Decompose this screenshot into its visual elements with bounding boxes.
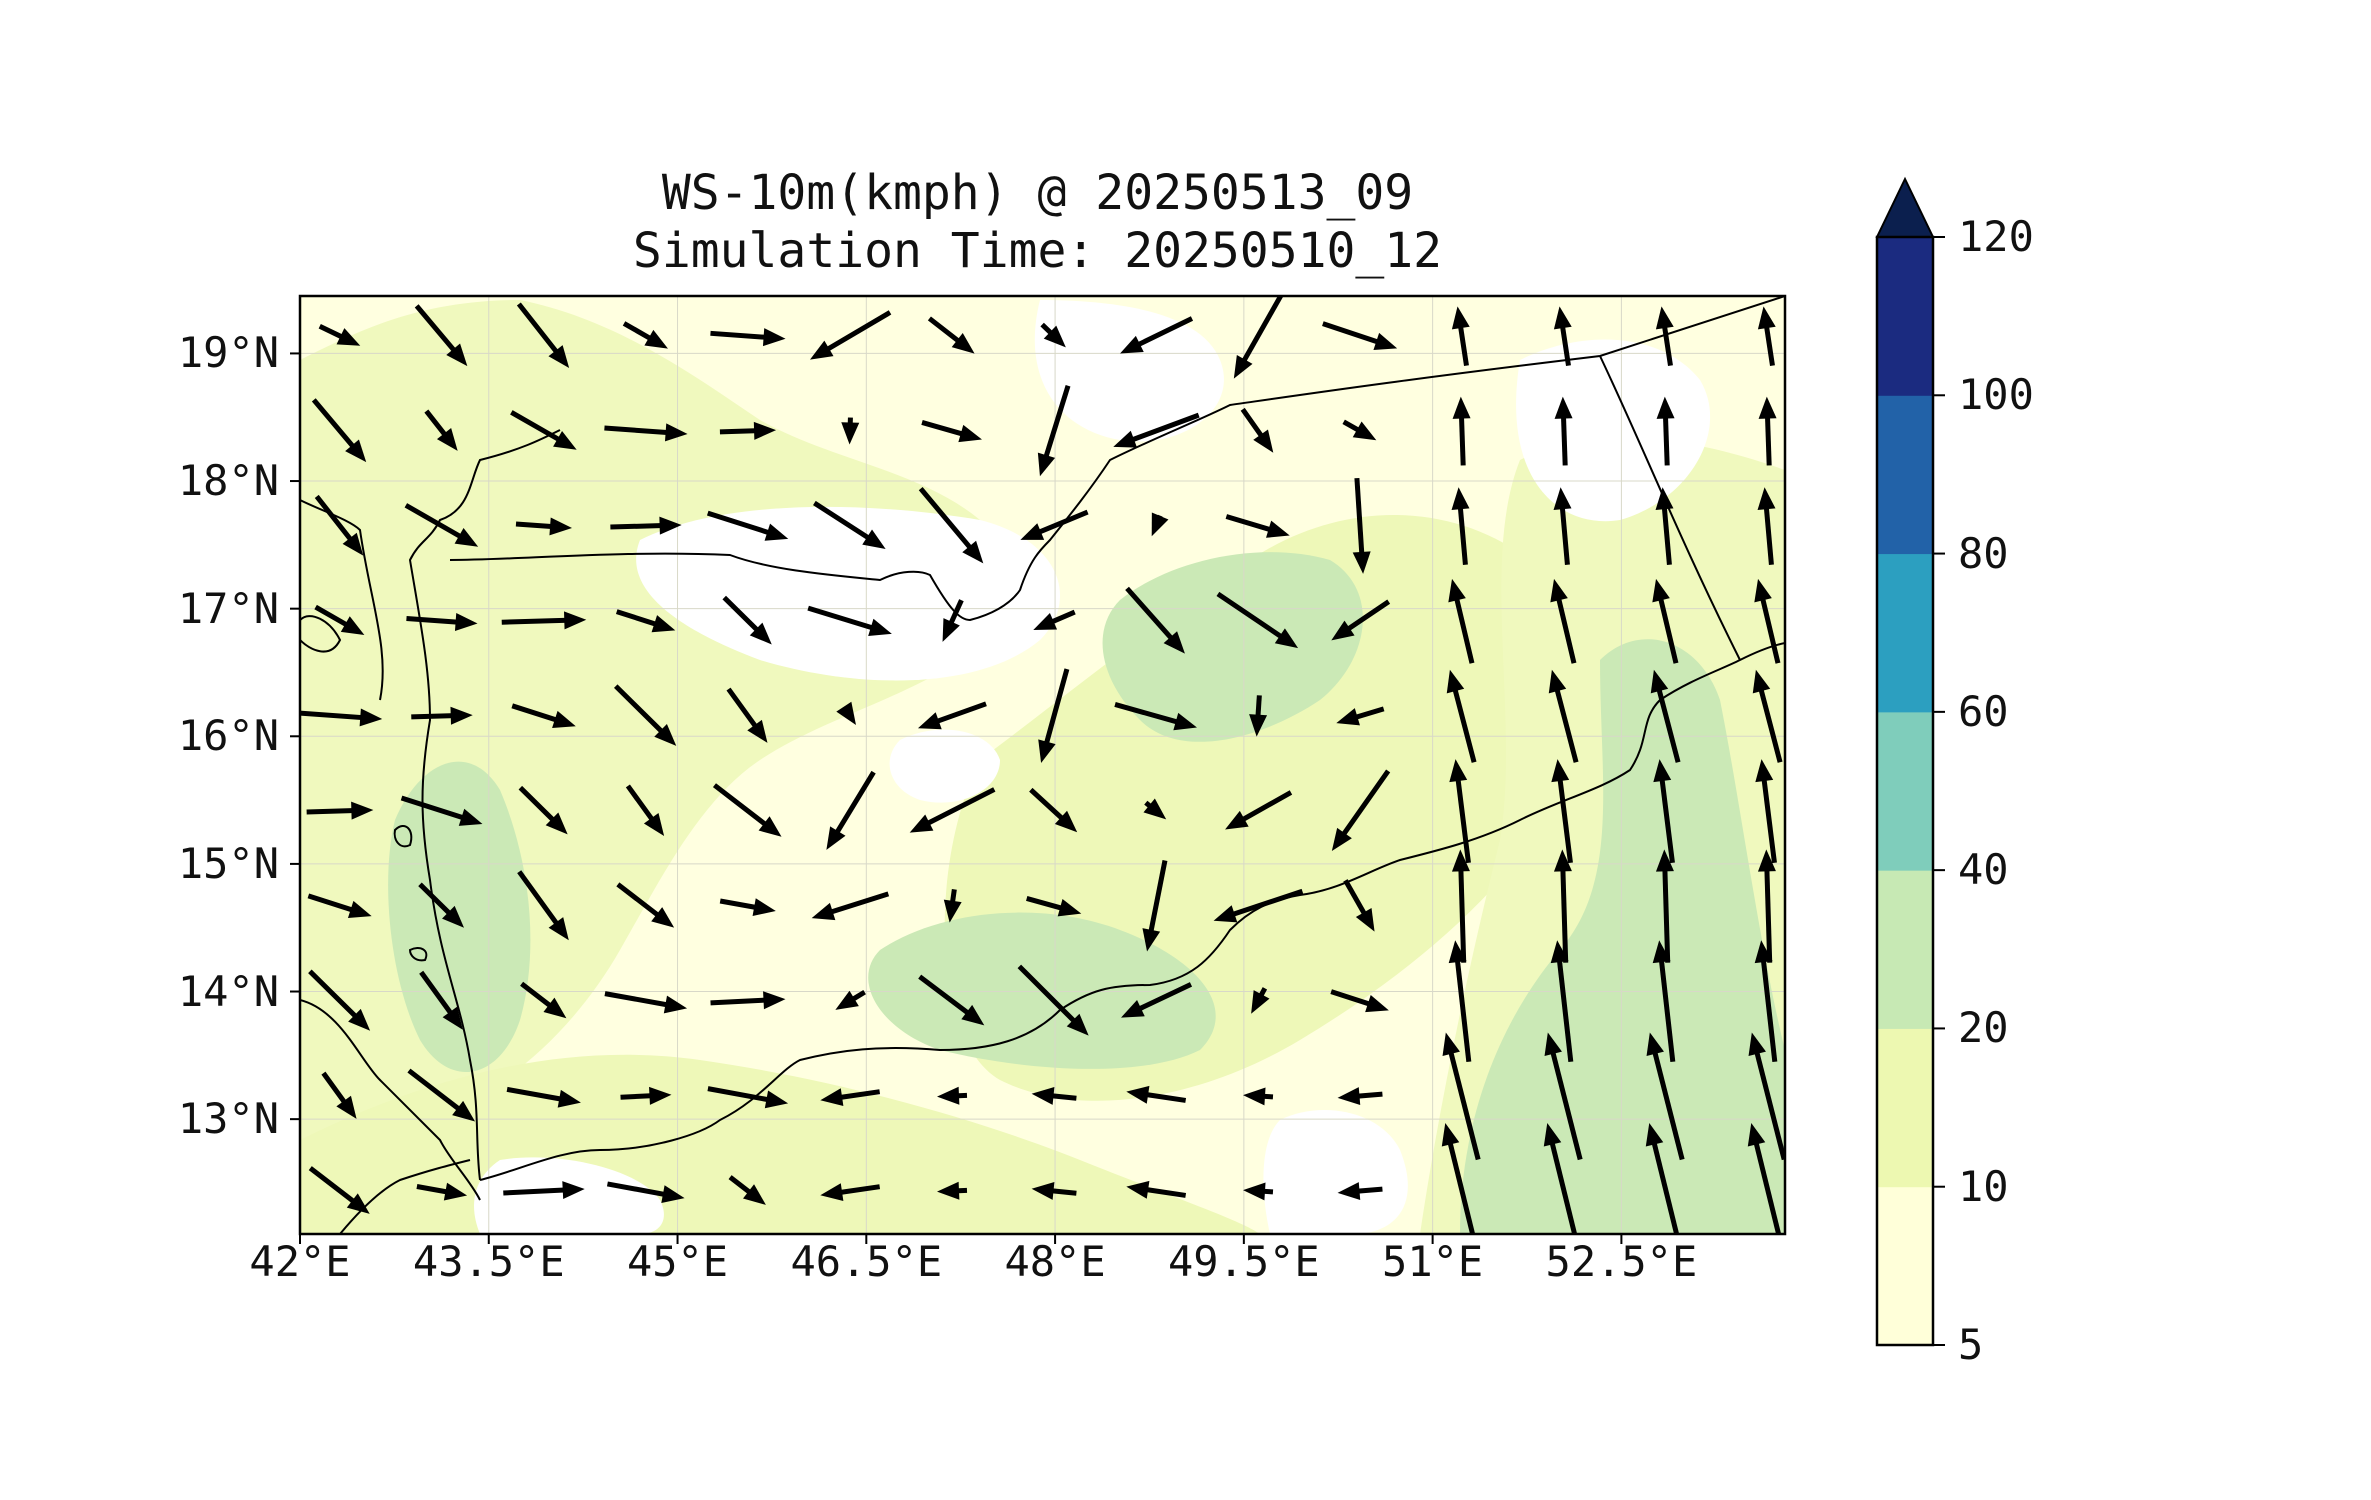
x-tick-label: 51°E <box>1382 1240 1483 1284</box>
colorbar-label: 60 <box>1958 690 2009 734</box>
colorbar <box>1877 179 1945 1346</box>
colorbar-label: 10 <box>1958 1165 2009 1209</box>
y-tick-label: 16°N <box>178 714 279 758</box>
y-tick-label: 19°N <box>178 331 279 375</box>
colorbar-label: 100 <box>1958 373 2034 417</box>
colorbar-label: 80 <box>1958 532 2009 576</box>
x-tick-label: 48°E <box>1005 1240 1106 1284</box>
y-tick-label: 17°N <box>178 587 279 631</box>
map-plot-area <box>298 293 1785 1259</box>
colorbar-label: 20 <box>1958 1006 2009 1050</box>
y-tick-label: 14°N <box>178 970 279 1014</box>
y-tick-label: 15°N <box>178 842 279 886</box>
y-tick-label: 13°N <box>178 1097 279 1141</box>
colorbar-label: 40 <box>1958 848 2009 892</box>
colorbar-label: 120 <box>1958 215 2034 259</box>
x-tick-label: 42°E <box>249 1240 350 1284</box>
colorbar-segment <box>1877 712 1933 871</box>
x-tick-label: 45°E <box>627 1240 728 1284</box>
y-tick-label: 18°N <box>178 459 279 503</box>
colorbar-segment <box>1877 554 1933 713</box>
colorbar-segment <box>1877 237 1933 396</box>
x-tick-label: 52.5°E <box>1546 1240 1698 1284</box>
colorbar-segment <box>1877 395 1933 554</box>
colorbar-label: 5 <box>1958 1323 1983 1367</box>
x-tick-label: 46.5°E <box>790 1240 942 1284</box>
colorbar-segment <box>1877 1028 1933 1187</box>
x-tick-label: 43.5°E <box>413 1240 565 1284</box>
colorbar-extend-arrow <box>1877 179 1933 237</box>
x-tick-label: 49.5°E <box>1168 1240 1320 1284</box>
colorbar-segment <box>1877 870 1933 1029</box>
colorbar-segment <box>1877 1187 1933 1346</box>
